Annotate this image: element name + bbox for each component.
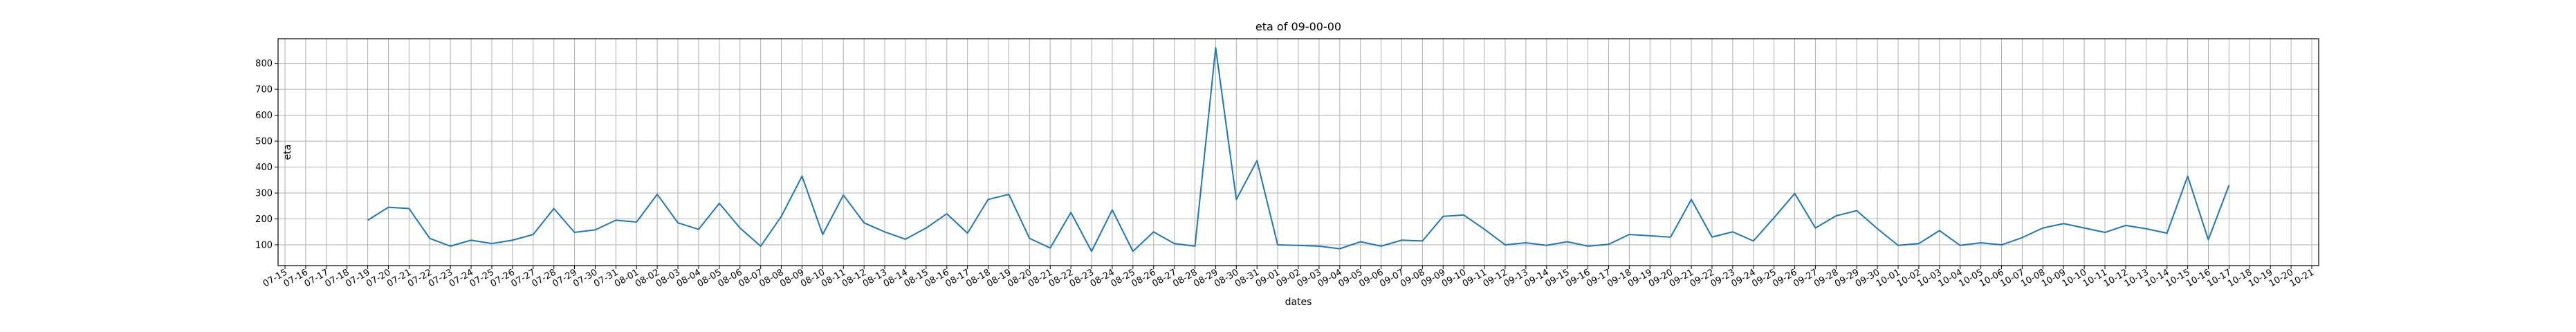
plot-frame — [277, 38, 2319, 266]
y-tick-label: 200 — [255, 214, 273, 225]
y-ticks: 100 200 300 400 500 600 700 800 — [255, 59, 278, 251]
x-ticks: 07-1507-1607-1707-1807-1907-2007-2107-22… — [261, 266, 2316, 289]
y-tick-label: 100 — [255, 241, 273, 251]
x-tick-label: 10-21 — [2288, 267, 2316, 289]
y-tick-label: 400 — [255, 163, 273, 173]
y-tick-label: 500 — [255, 137, 273, 147]
chart-title: eta of 09-00-00 — [1255, 20, 1341, 33]
x-axis-label: dates — [1285, 297, 1312, 308]
eta-series-line — [367, 47, 2230, 252]
y-tick-label: 600 — [255, 111, 273, 121]
y-tick-label: 300 — [255, 189, 273, 199]
y-tick-label: 800 — [255, 59, 273, 69]
y-axis-label: eta — [282, 145, 293, 160]
series-line-group — [367, 47, 2230, 252]
y-tick-label: 700 — [255, 85, 273, 95]
